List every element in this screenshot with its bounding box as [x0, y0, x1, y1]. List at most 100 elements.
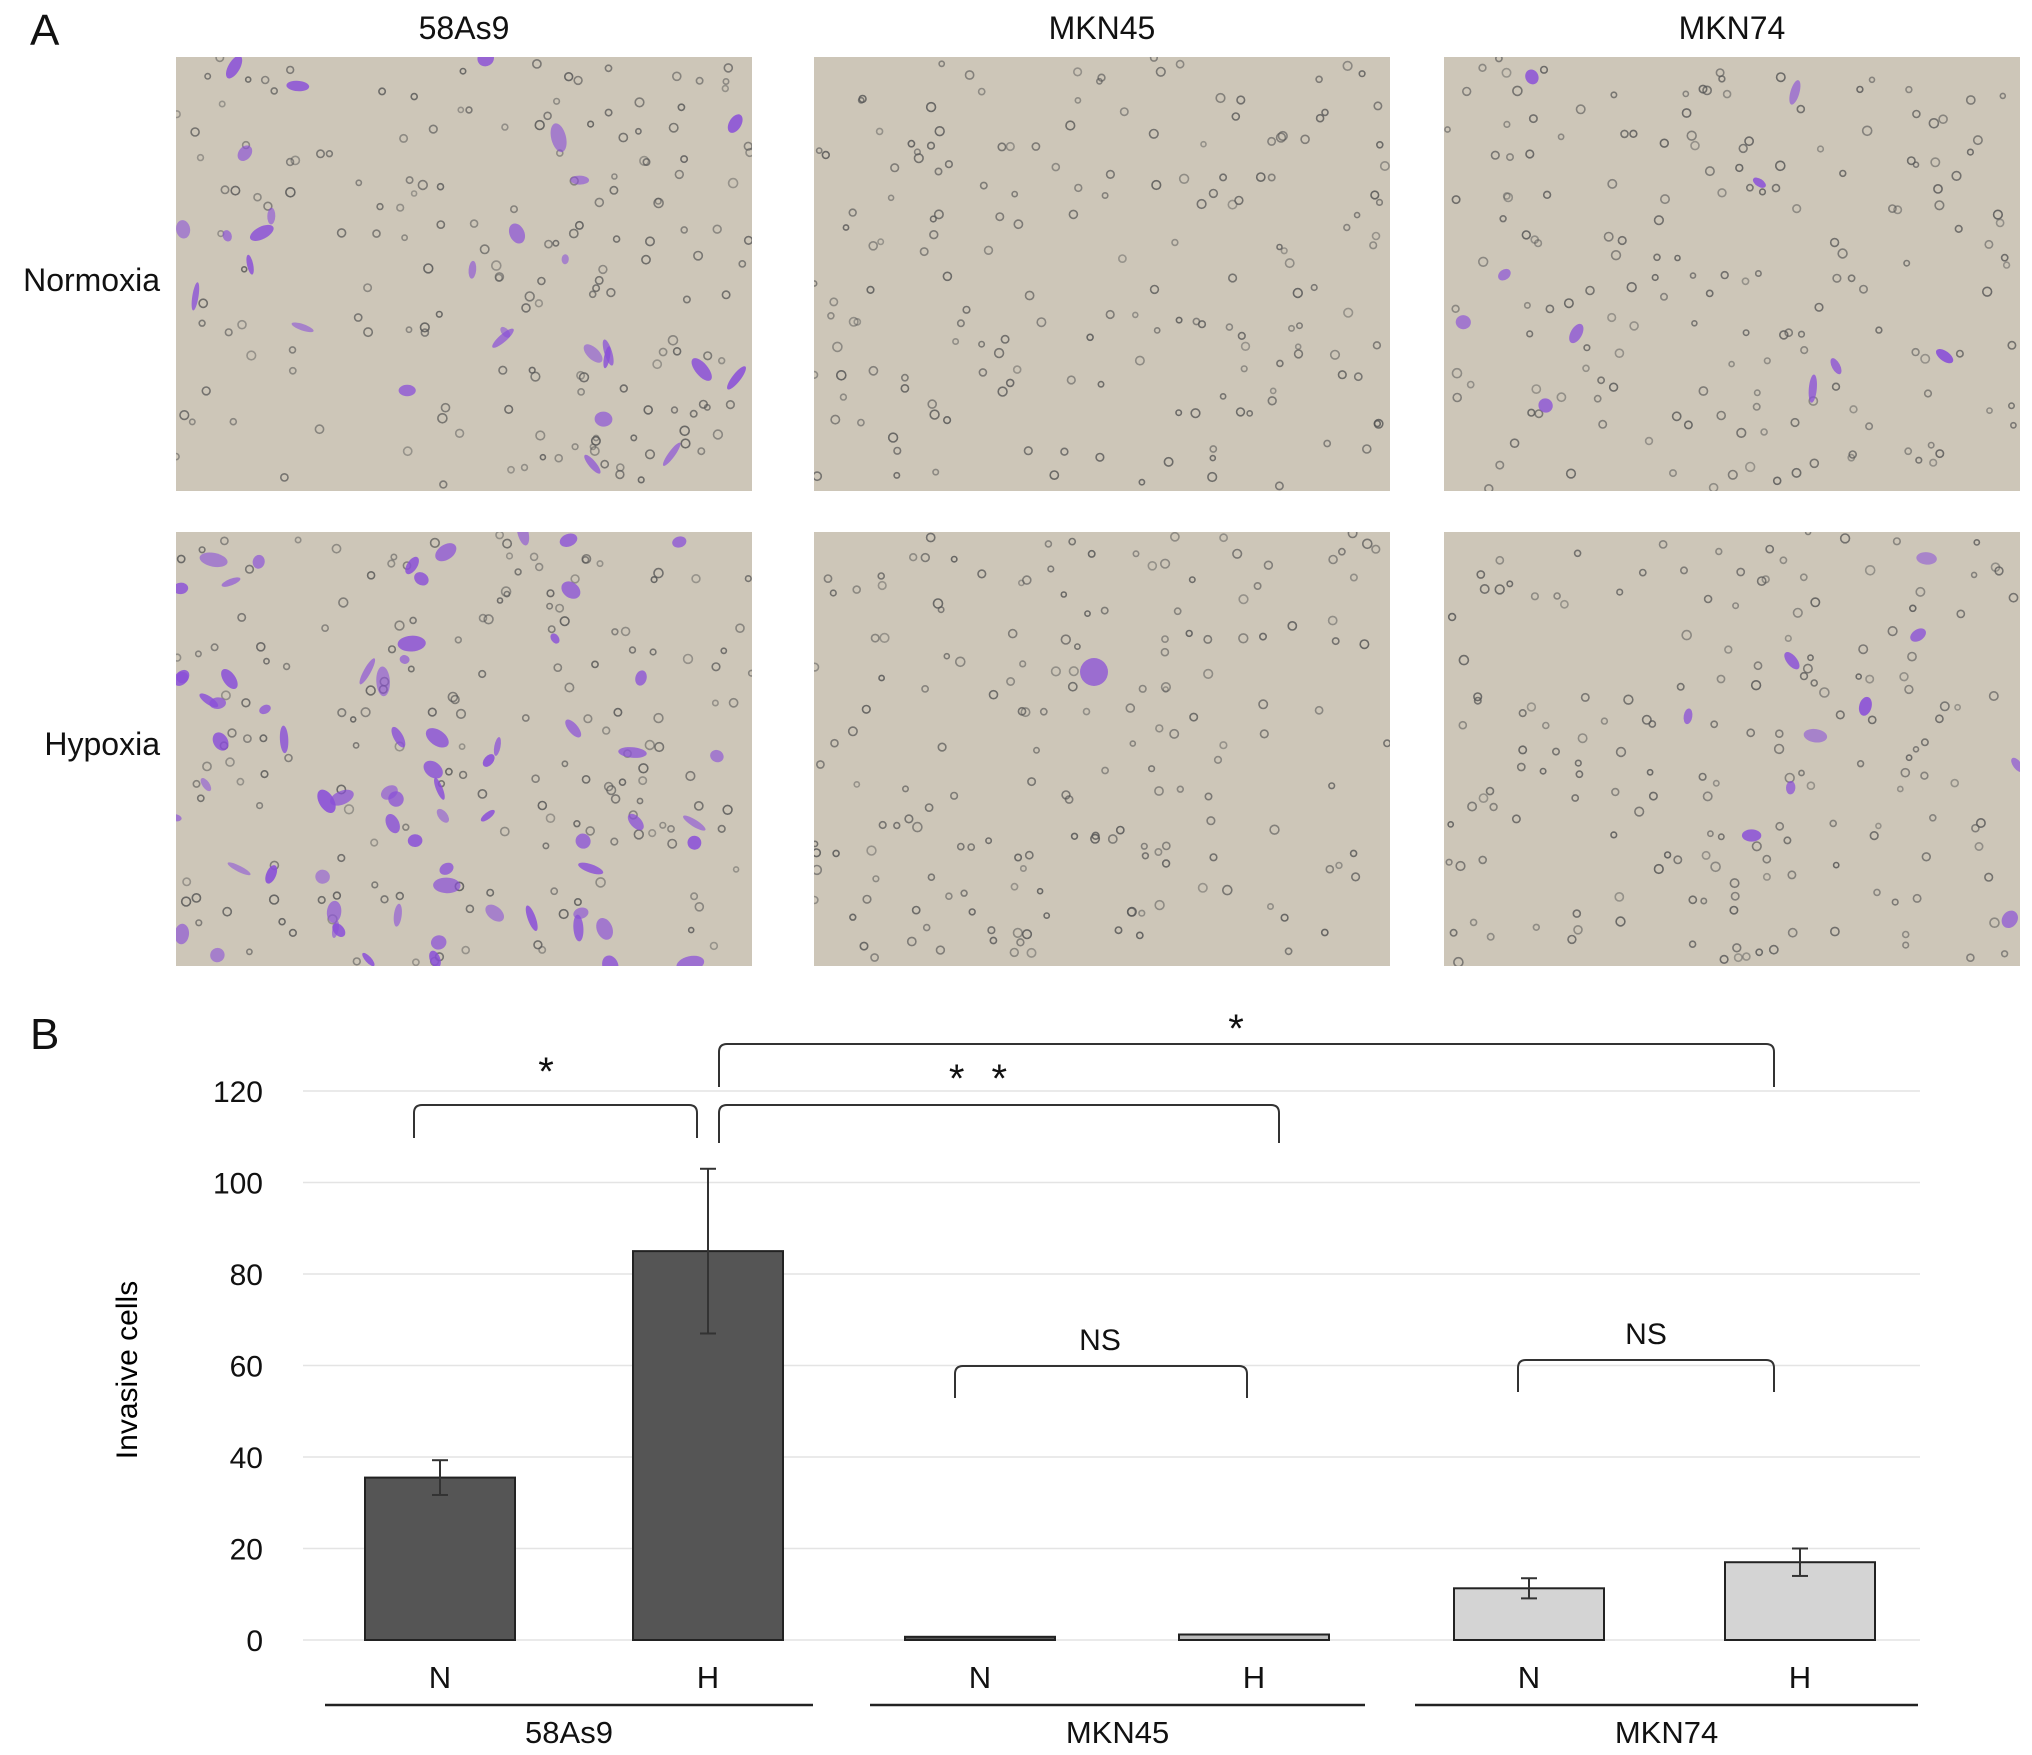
membrane-pore — [609, 185, 619, 195]
membrane-pore — [682, 653, 694, 665]
membrane-pore — [1832, 861, 1840, 869]
membrane-pore — [1915, 586, 1926, 597]
membrane-pore — [1315, 113, 1325, 123]
membrane-pore — [866, 285, 875, 294]
membrane-pore — [852, 585, 862, 594]
membrane-pore — [224, 328, 233, 337]
membrane-pore — [1729, 878, 1740, 889]
membrane-pore — [419, 322, 430, 333]
membrane-pore — [1219, 533, 1228, 543]
membrane-pore — [1674, 254, 1681, 262]
x-tick-label: N — [969, 1660, 991, 1695]
membrane-pore — [827, 311, 835, 320]
membrane-pore — [1902, 941, 1910, 949]
membrane-pore — [282, 662, 291, 671]
membrane-pore — [1447, 612, 1457, 622]
membrane-pore — [538, 945, 547, 954]
membrane-pore — [337, 708, 347, 718]
membrane-pore — [1115, 825, 1125, 835]
stained-cell — [565, 719, 582, 738]
membrane-pore — [747, 669, 752, 677]
invasion-bar-chart: Invasive cells 0 20 40 60 80 100 120 N H N H N H * *… — [111, 1007, 1920, 1750]
membrane-pore — [337, 853, 346, 863]
membrane-pore — [1484, 484, 1494, 491]
membrane-pore — [1023, 446, 1033, 456]
membrane-pore — [667, 838, 678, 849]
membrane-pore — [1700, 897, 1708, 905]
membrane-pore — [929, 215, 937, 223]
membrane-pore — [943, 416, 952, 425]
membrane-pore — [495, 532, 504, 540]
membrane-pore — [290, 155, 301, 166]
membrane-pore — [244, 564, 255, 574]
membrane-pore — [641, 254, 651, 265]
membrane-pore — [1807, 654, 1814, 662]
membrane-pore — [325, 149, 334, 158]
stained-cell — [425, 728, 449, 748]
membrane-pore — [866, 845, 877, 856]
membrane-pore — [1086, 333, 1094, 342]
membrane-pore — [331, 543, 342, 554]
membrane-pore — [1784, 328, 1794, 338]
membrane-pore — [1466, 380, 1475, 389]
stained-cell — [439, 862, 454, 875]
membrane-pore — [870, 953, 879, 962]
membrane-pore — [1160, 682, 1172, 693]
membrane-pore — [1574, 759, 1582, 767]
membrane-pore — [1744, 136, 1754, 147]
stained-cell — [391, 726, 406, 748]
membrane-pore — [191, 892, 202, 903]
membrane-pore — [904, 814, 914, 824]
membrane-pore — [220, 690, 231, 701]
membrane-pore — [1148, 128, 1159, 139]
membrane-pore — [1875, 822, 1882, 830]
membrane-pore — [591, 660, 599, 669]
membrane-pore — [1905, 754, 1913, 762]
membrane-pore — [1047, 565, 1055, 573]
membrane-pore — [606, 785, 617, 796]
membrane-pore — [1750, 680, 1762, 691]
membrane-pore — [1928, 813, 1937, 822]
membrane-pore — [1160, 558, 1171, 569]
membrane-pore — [529, 552, 539, 562]
membrane-pore — [1095, 77, 1103, 85]
membrane-pore — [428, 124, 438, 134]
membrane-pore — [1681, 108, 1692, 118]
stained-cell — [578, 862, 604, 875]
membrane-pore — [1965, 95, 1976, 105]
membrane-pore — [1831, 382, 1841, 391]
stained-cell — [672, 536, 687, 548]
stained-cell — [602, 955, 619, 966]
membrane-pore — [1321, 108, 1329, 117]
membrane-pore — [564, 682, 575, 693]
membrane-pore — [1999, 92, 2007, 100]
membrane-pore — [1698, 386, 1709, 396]
membrane-pore — [1856, 85, 1864, 94]
membrane-pore — [848, 316, 859, 327]
membrane-pore — [260, 75, 270, 85]
membrane-pore — [1185, 629, 1193, 638]
membrane-pore — [1906, 156, 1916, 166]
membrane-pore — [721, 290, 731, 300]
membrane-pore — [1580, 692, 1590, 702]
membrane-pore — [500, 586, 512, 597]
membrane-pore — [988, 689, 999, 700]
membrane-pore — [853, 317, 862, 326]
membrane-pore — [1974, 841, 1984, 851]
membrane-pore — [680, 226, 689, 234]
membrane-pore — [667, 334, 679, 346]
membrane-pore — [589, 445, 600, 456]
bar-mkn45-n — [904, 1635, 1056, 1641]
membrane-pore — [1772, 476, 1782, 486]
membrane-pore — [653, 567, 664, 579]
membrane-pore — [1873, 888, 1881, 897]
membrane-pore — [581, 774, 591, 784]
membrane-pore — [823, 574, 833, 583]
membrane-pore — [1512, 85, 1523, 97]
membrane-pore — [1350, 872, 1361, 882]
membrane-pore — [977, 87, 986, 96]
membrane-pore — [454, 636, 462, 644]
membrane-pore — [1617, 235, 1627, 246]
membrane-pore — [399, 133, 409, 143]
membrane-pore — [956, 842, 965, 851]
